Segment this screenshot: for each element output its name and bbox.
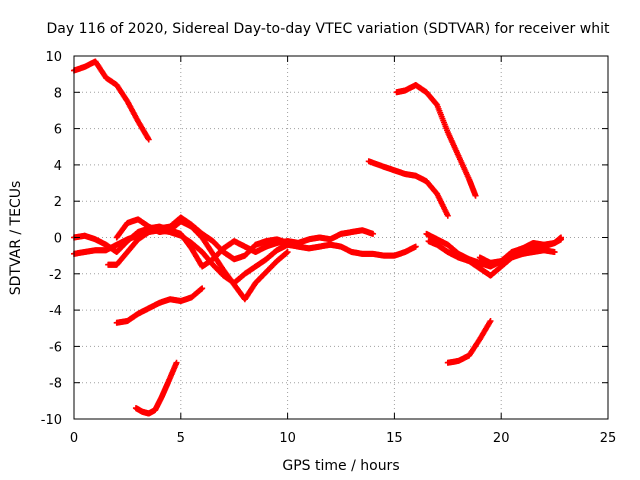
data-point: [558, 234, 565, 241]
x-axis-label: GPS time / hours: [282, 458, 399, 474]
grid-lines: [74, 56, 608, 419]
data-point: [173, 359, 180, 366]
series-arc-4: [71, 227, 419, 286]
y-tick-label: -8: [49, 377, 62, 392]
series-arc-10: [132, 359, 180, 417]
y-tick-label: 10: [45, 50, 62, 65]
data-point: [284, 239, 291, 246]
data-point: [472, 192, 479, 199]
x-tick-label: 10: [279, 431, 296, 446]
series-arc-3: [365, 158, 451, 219]
data-point: [412, 243, 419, 250]
data-point: [284, 249, 291, 256]
x-tick-label: 15: [386, 431, 403, 446]
y-axis-label: SDTVAR / TECUs: [8, 181, 24, 296]
series-arc-13: [476, 234, 565, 266]
series-arc-7: [113, 216, 291, 303]
data-point: [199, 285, 206, 292]
data-point: [145, 136, 152, 143]
data-point: [551, 249, 558, 256]
series-arc-1: [71, 58, 152, 143]
data-point: [444, 212, 451, 219]
y-tick-label: -2: [49, 268, 62, 283]
series-arc-12: [425, 238, 558, 279]
series-arc-9: [444, 317, 494, 366]
data-series: [71, 58, 565, 417]
series-arc-2: [393, 82, 479, 199]
data-point: [370, 230, 377, 237]
y-tick-label: -10: [41, 413, 62, 428]
y-tick-label: -6: [49, 340, 62, 355]
y-tick-label: -4: [49, 304, 62, 319]
data-point: [487, 317, 494, 324]
y-tick-label: 2: [54, 195, 62, 210]
x-tick-label: 25: [600, 431, 617, 446]
series-arc-8: [113, 285, 206, 326]
y-tick-label: 0: [54, 232, 62, 247]
y-tick-label: 6: [54, 123, 62, 138]
x-tick-label: 20: [493, 431, 510, 446]
x-tick-label: 0: [70, 431, 78, 446]
y-tick-label: 4: [54, 159, 62, 174]
chart-title: Day 116 of 2020, Sidereal Day-to-day VTE…: [47, 21, 610, 37]
axis-ticks: 0 5 10 15 20 25 -10 -8 -6 -4 -2 0 2 4 6 8 10: [41, 50, 617, 446]
x-tick-label: 5: [177, 431, 185, 446]
y-tick-label: 8: [54, 86, 62, 101]
